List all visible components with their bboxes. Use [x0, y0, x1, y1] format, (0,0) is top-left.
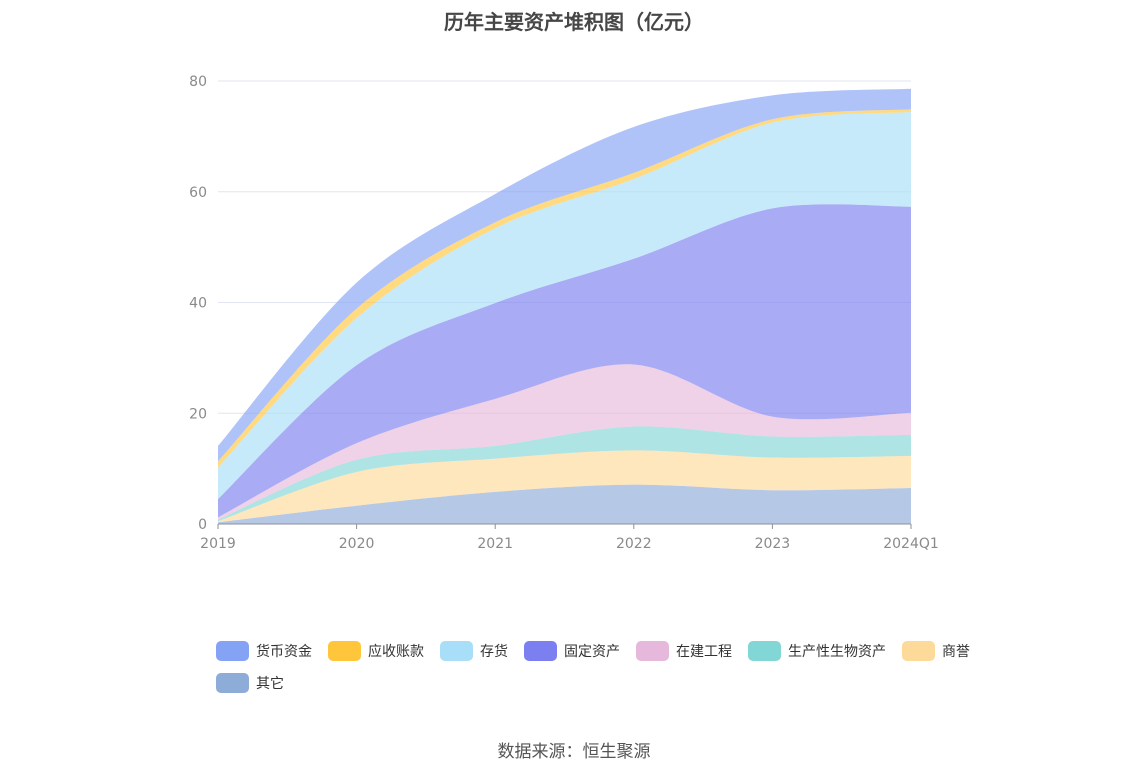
x-tick-label: 2023: [755, 536, 791, 552]
legend: 货币资金 应收账款 存货 固定资产 在建工程 生产性生物资产 商誉其它: [216, 640, 976, 694]
legend-swatch: [216, 673, 249, 693]
legend-label: 固定资产: [564, 644, 620, 660]
legend-item[interactable]: 应收账款: [328, 640, 424, 662]
area-series-商誉[interactable]: [218, 450, 911, 523]
legend-swatch: [524, 641, 557, 661]
area-series-存货[interactable]: [218, 112, 911, 500]
y-tick-label: 0: [198, 517, 207, 533]
area-series-在建工程[interactable]: [218, 364, 911, 520]
legend-item[interactable]: 其它: [216, 672, 284, 694]
x-tick-label: 2020: [339, 536, 375, 552]
legend-label: 商誉: [942, 644, 970, 660]
y-tick-label: 40: [189, 296, 207, 312]
source-note: 数据来源：恒生聚源: [497, 742, 651, 762]
legend-item[interactable]: 固定资产: [524, 640, 620, 662]
area-series-生产性生物资产[interactable]: [218, 426, 911, 522]
legend-label: 生产性生物资产: [788, 644, 886, 660]
area-series-其它[interactable]: [218, 484, 911, 524]
area-series: [218, 88, 911, 524]
legend-swatch: [216, 641, 249, 661]
stacked-area-chart: 0 20 40 60 80 2019 2020 2021 2022 2023 2024Q1: [189, 74, 939, 552]
legend-label: 在建工程: [676, 644, 732, 660]
legend-swatch: [440, 641, 473, 661]
legend-item[interactable]: 生产性生物资产: [748, 640, 886, 662]
x-tick-label: 2019: [200, 536, 236, 552]
legend-label: 存货: [480, 644, 508, 660]
legend-swatch: [328, 641, 361, 661]
legend-label: 其它: [256, 676, 284, 692]
legend-swatch: [636, 641, 669, 661]
chart-title: 历年主要资产堆积图（亿元）: [444, 10, 704, 34]
legend-item[interactable]: 在建工程: [636, 640, 732, 662]
area-series-货币资金[interactable]: [218, 88, 911, 462]
x-tick-label: 2022: [616, 536, 652, 552]
x-tick-label: 2021: [477, 536, 513, 552]
y-tick-label: 80: [189, 74, 207, 90]
x-tick-label: 2024Q1: [883, 536, 939, 552]
y-tick-label: 20: [189, 406, 207, 422]
area-series-固定资产[interactable]: [218, 204, 911, 518]
legend-swatch: [748, 641, 781, 661]
legend-item[interactable]: 货币资金: [216, 640, 312, 662]
legend-label: 应收账款: [368, 644, 424, 660]
legend-swatch: [902, 641, 935, 661]
legend-item[interactable]: 商誉: [902, 640, 970, 662]
axes: 0 20 40 60 80 2019 2020 2021 2022 2023 2024Q1: [189, 74, 939, 552]
legend-label: 货币资金: [256, 644, 312, 660]
y-tick-label: 60: [189, 185, 207, 201]
legend-item[interactable]: 存货: [440, 640, 508, 662]
